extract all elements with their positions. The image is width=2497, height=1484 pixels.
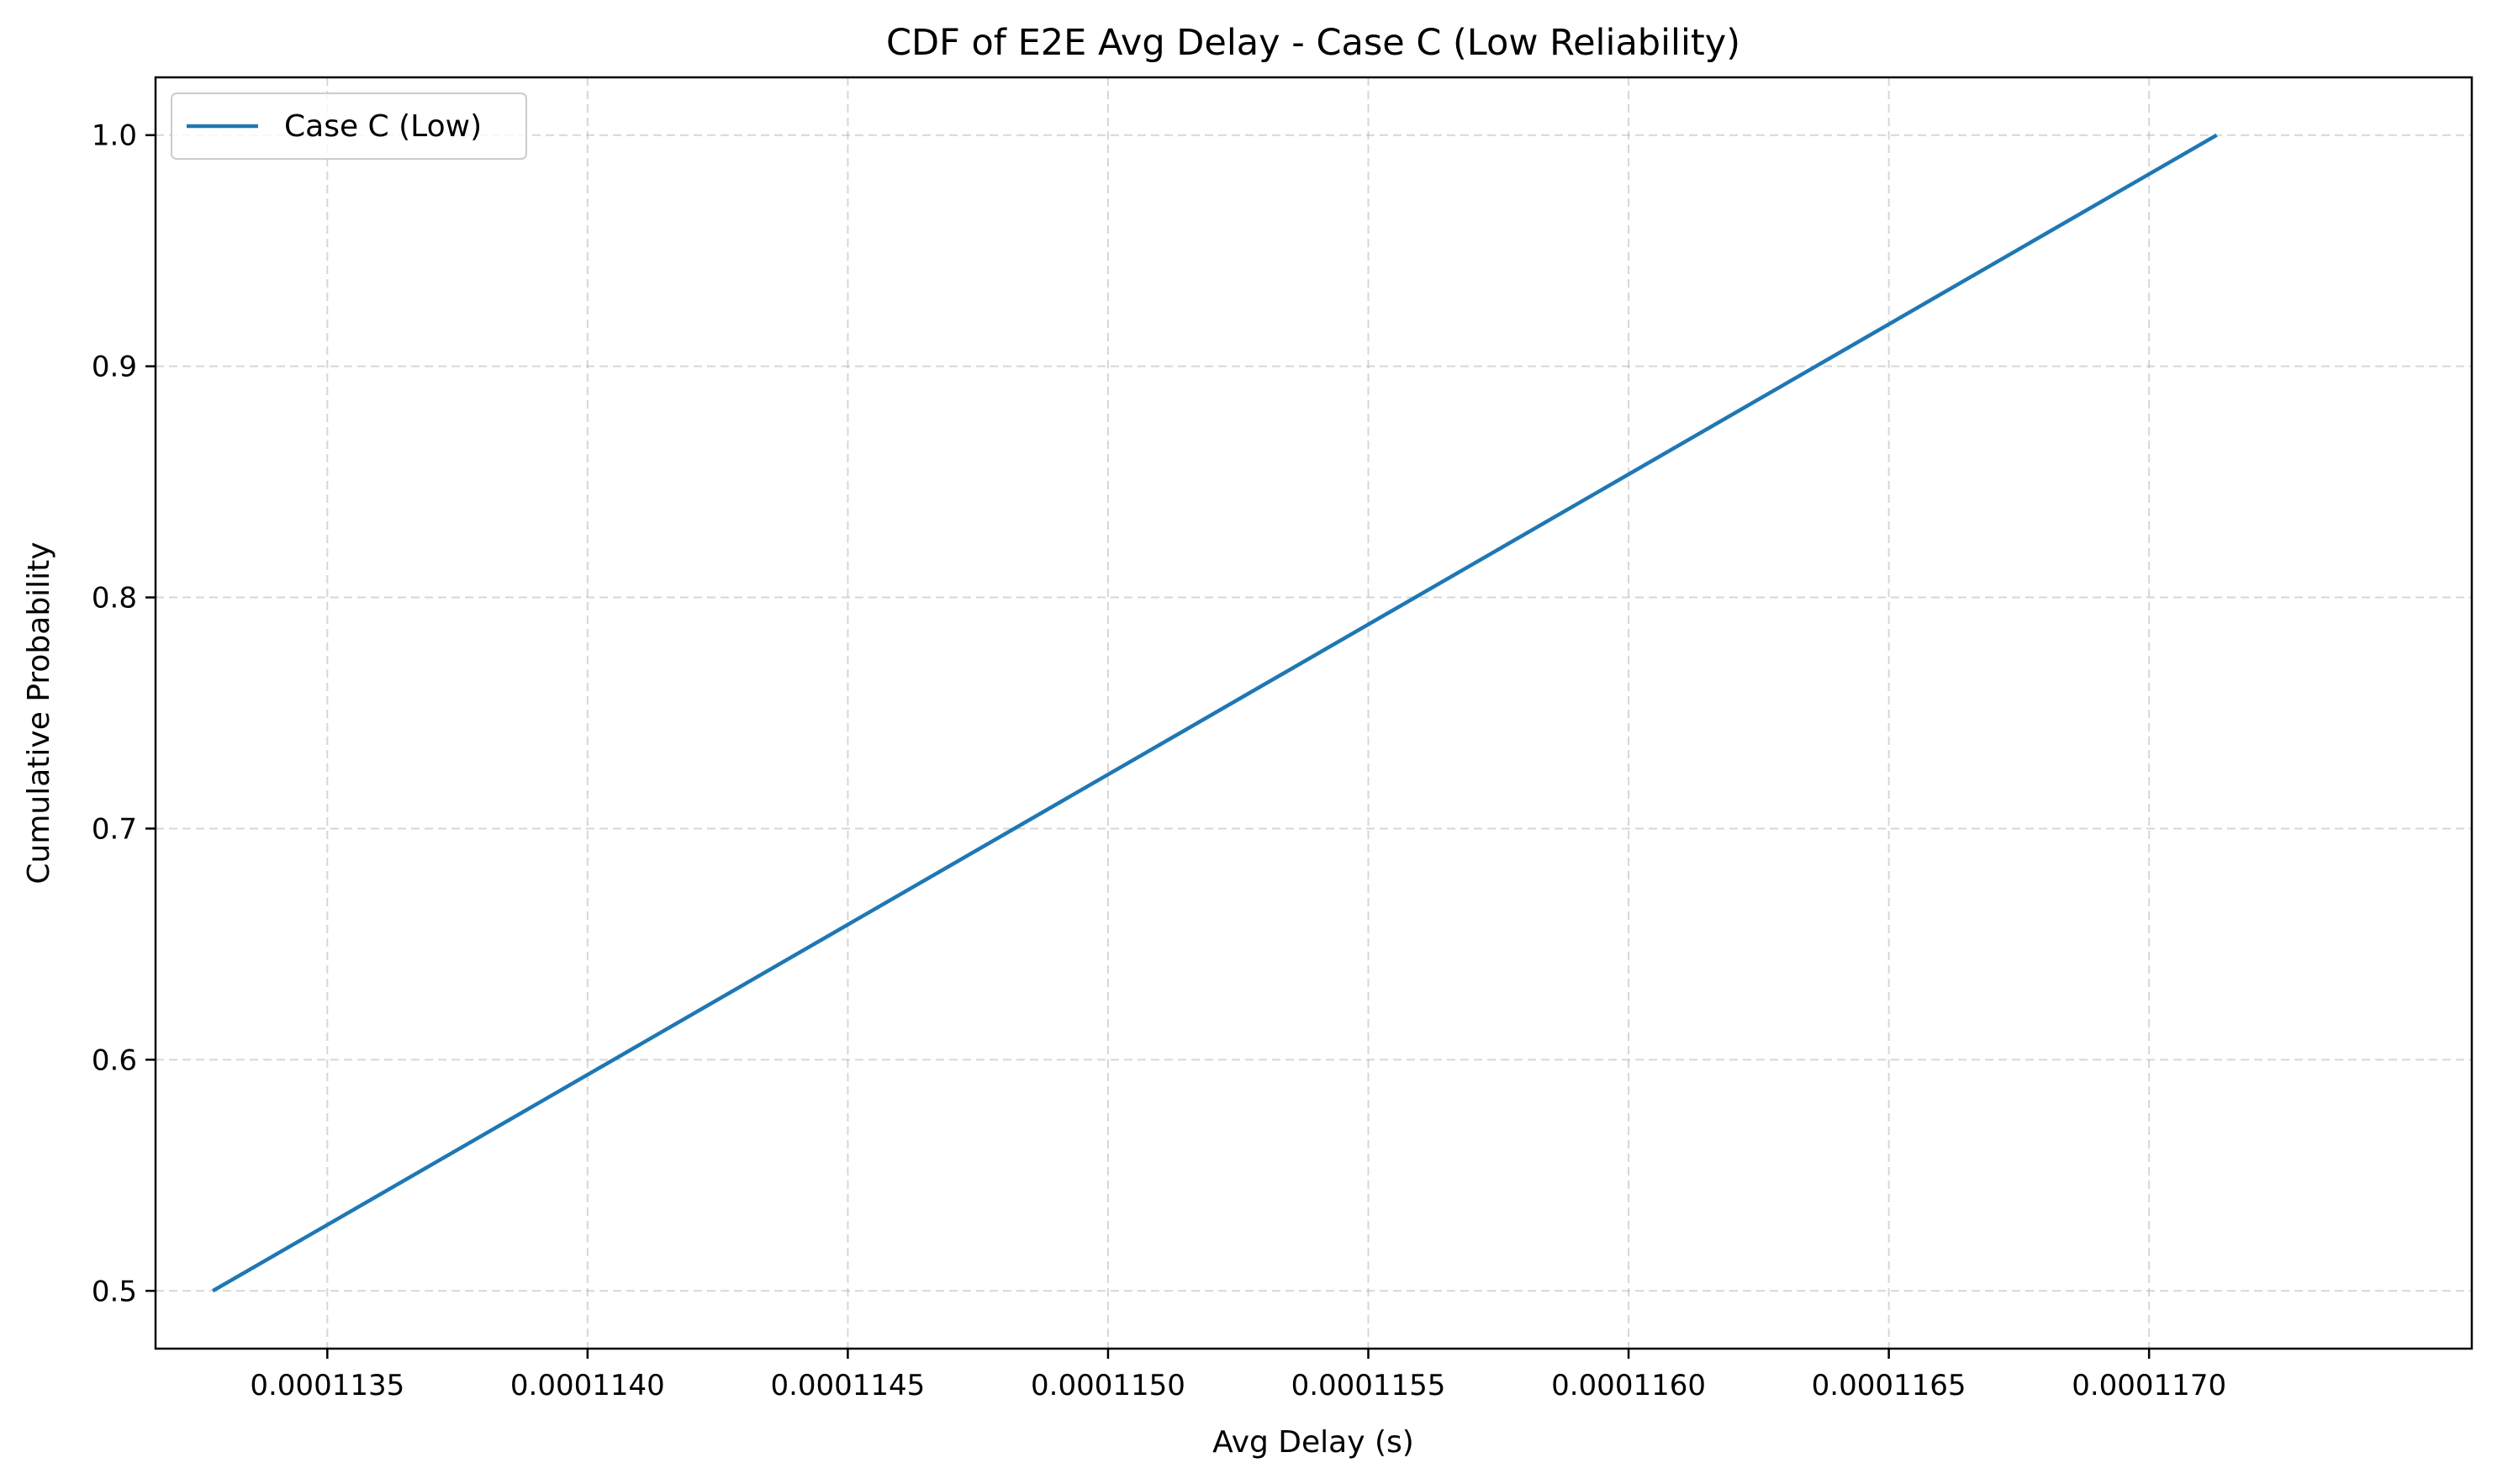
y-tick-label: 0.5 — [92, 1275, 137, 1308]
chart-title: CDF of E2E Avg Delay - Case C (Low Relia… — [886, 22, 1740, 64]
y-tick-label: 0.9 — [92, 351, 137, 384]
x-tick-label: 0.0001150 — [1031, 1369, 1185, 1402]
legend-box — [171, 92, 527, 160]
y-tick-label: 0.6 — [92, 1043, 137, 1077]
x-axis: 0.0001135 0.0001140 0.0001145 0.0001150 0.00… — [250, 1349, 2226, 1402]
y-tick-label: 1.0 — [92, 119, 137, 153]
x-axis-label: Avg Delay (s) — [1212, 1425, 1414, 1460]
x-tick-label: 0.0001155 — [1291, 1369, 1446, 1402]
plot-frame — [154, 76, 2473, 1350]
legend-label: Case C (Low) — [284, 109, 482, 144]
series-line — [211, 133, 2218, 1293]
y-tick-label: 0.8 — [92, 582, 137, 615]
y-axis: 0.5 0.6 0.7 0.8 0.9 1.0 — [92, 119, 156, 1308]
y-tick-label: 0.7 — [92, 812, 137, 846]
x-tick-label: 0.0001165 — [1812, 1369, 1966, 1402]
series-layer — [211, 133, 2218, 1293]
x-tick-label: 0.0001160 — [1551, 1369, 1706, 1402]
legend: Case C (Low) — [171, 92, 527, 160]
grid-lines — [156, 77, 2472, 1349]
x-tick-label: 0.0001140 — [510, 1369, 665, 1402]
x-tick-label: 0.0001145 — [770, 1369, 925, 1402]
y-axis-label: Cumulative Probability — [22, 541, 56, 884]
x-tick-label: 0.0001135 — [250, 1369, 404, 1402]
x-tick-label: 0.0001170 — [2072, 1369, 2226, 1402]
